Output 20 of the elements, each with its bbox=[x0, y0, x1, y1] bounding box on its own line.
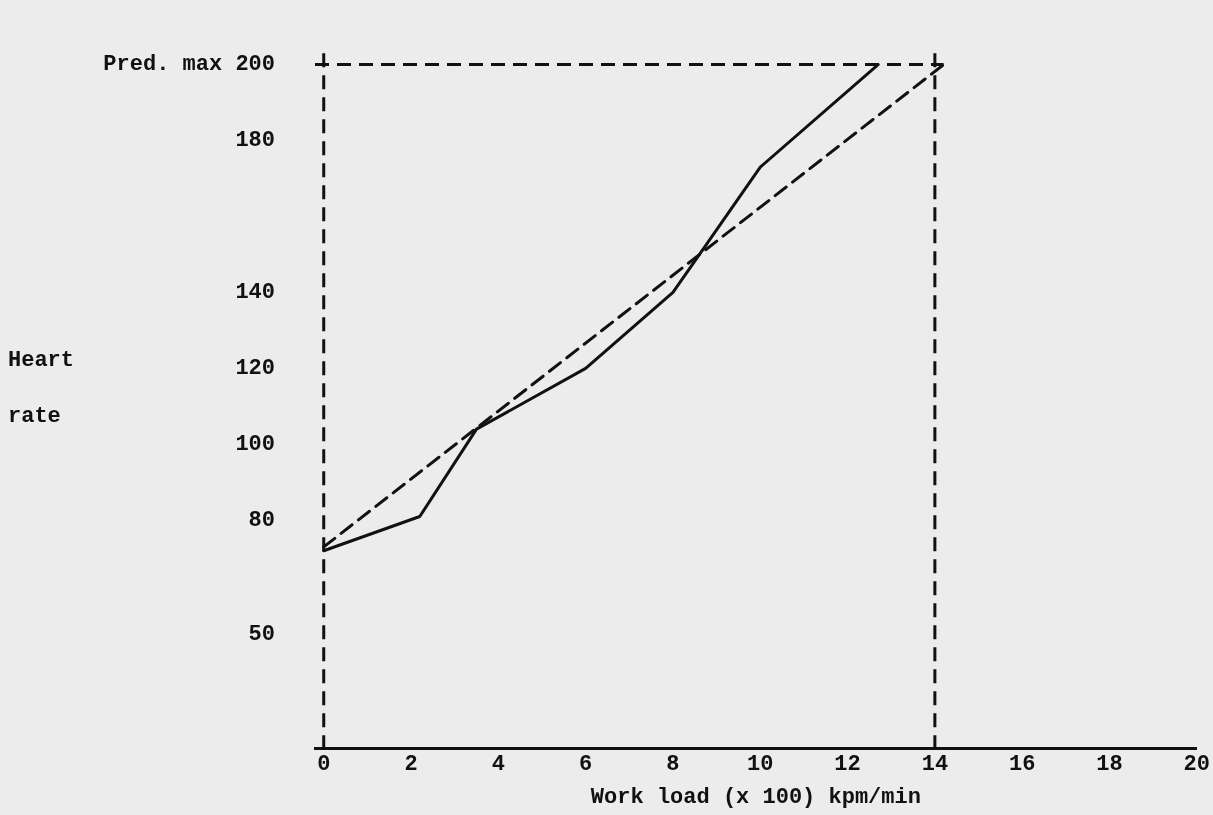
x-tick-label: 14 bbox=[921, 751, 949, 777]
y-tick-label: 50 bbox=[248, 621, 275, 647]
x-axis-title: Work load (x 100) kpm/min bbox=[590, 785, 921, 811]
x-tick-label: 4 bbox=[491, 751, 505, 777]
text: Heart rate bbox=[8, 348, 75, 430]
x-tick-label: 2 bbox=[404, 751, 418, 777]
y-tick-label: Pred. max 200 bbox=[103, 52, 275, 78]
x-tick-label: 10 bbox=[747, 751, 774, 777]
x-tick-label: 0 bbox=[317, 751, 331, 777]
x-tick-label: 18 bbox=[1096, 751, 1123, 777]
y-tick-label: 180 bbox=[235, 128, 275, 154]
x-tick-label: 6 bbox=[579, 751, 593, 777]
x-tick-label: 12 bbox=[834, 751, 861, 777]
y-tick-label: 140 bbox=[235, 280, 275, 306]
y-tick-label: 120 bbox=[235, 355, 275, 381]
x-tick-label: 8 bbox=[666, 751, 680, 777]
x-tick-label: 16 bbox=[1008, 751, 1036, 777]
y-tick-label: 80 bbox=[248, 507, 275, 533]
x-tick-label: 20 bbox=[1183, 751, 1210, 777]
y-tick-label: 100 bbox=[235, 431, 275, 457]
